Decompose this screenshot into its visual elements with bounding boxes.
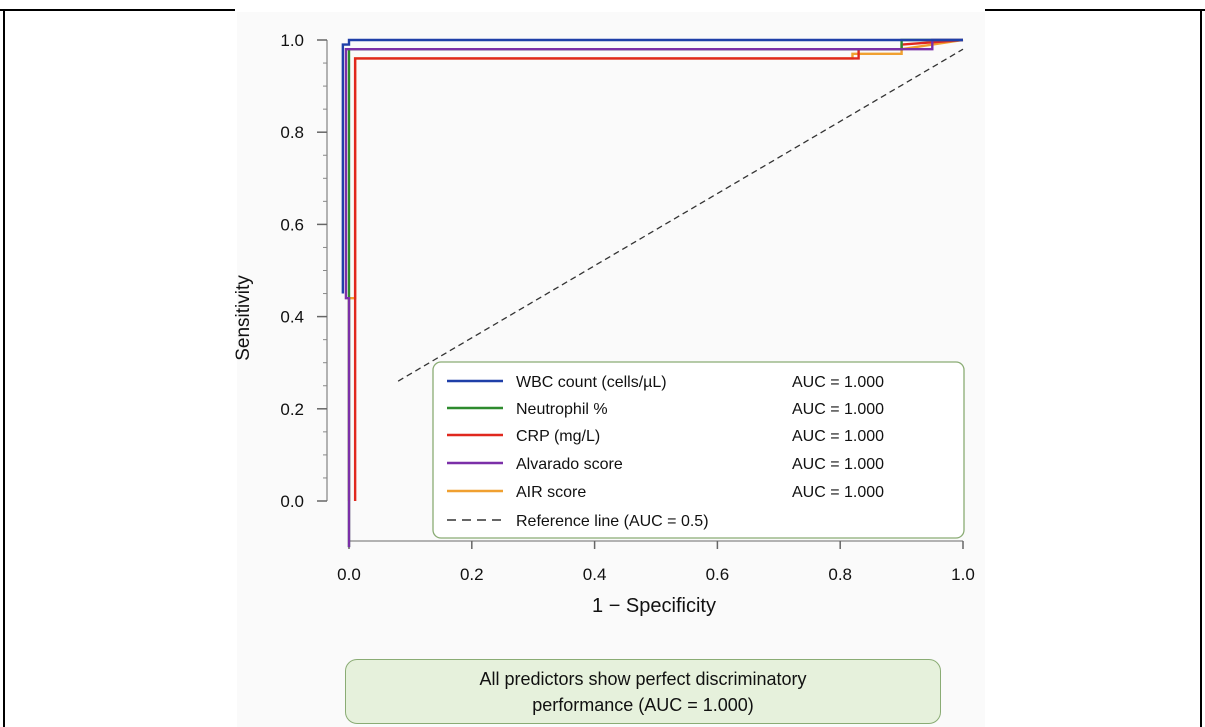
x-tick-label: 0.4 — [583, 565, 607, 584]
legend-label: AIR score — [516, 484, 586, 501]
legend-auc: AUC = 1.000 — [792, 484, 884, 501]
legend-auc: AUC = 1.000 — [792, 401, 884, 418]
frame-top-border — [0, 9, 235, 11]
y-tick-label: 1.0 — [280, 31, 304, 50]
reference-line — [397, 48, 964, 382]
y-tick-label: 0.8 — [280, 123, 304, 142]
legend-label: Reference line (AUC = 0.5) — [516, 513, 709, 530]
y-tick-label: 0.0 — [280, 492, 304, 511]
annotation-text: All predictors show perfect discriminato… — [479, 668, 807, 715]
x-tick-label: 0.2 — [460, 565, 484, 584]
legend-auc: AUC = 1.000 — [792, 456, 884, 473]
frame-top-border-right — [985, 9, 1205, 11]
legend-box — [432, 361, 965, 539]
x-axis-label: 1 − Specificity — [592, 595, 716, 617]
chart-legend: WBC count (cells/µL) AUC = 1.000 Neutrophi… — [432, 361, 965, 539]
legend-auc: AUC = 1.000 — [792, 428, 884, 445]
series-layer — [341, 38, 964, 548]
legend-label: WBC count (cells/µL) — [516, 374, 667, 391]
chart-ticks: 0.0 0.2 0.4 0.6 0.8 1.0 0.0 0.2 0.4 0.6 0.8 1.0 — [280, 31, 974, 584]
annotation-box: All predictors show perfect discriminato… — [345, 659, 941, 724]
x-tick-label: 0.8 — [828, 565, 852, 584]
x-tick-label: 0.6 — [706, 565, 730, 584]
legend-label: Neutrophil % — [516, 401, 608, 418]
y-axis-label: Sensitivity — [233, 275, 254, 361]
y-tick-label: 0.6 — [280, 215, 304, 234]
frame-left-border — [3, 9, 5, 727]
y-tick-label: 0.2 — [280, 400, 304, 419]
x-tick-label: 1.0 — [951, 565, 975, 584]
y-tick-label: 0.4 — [280, 308, 304, 327]
x-tick-label: 0.0 — [337, 565, 361, 584]
legend-label: Alvarado score — [516, 456, 623, 473]
series-line — [341, 38, 963, 294]
frame-right-border — [1200, 9, 1202, 727]
legend-label: CRP (mg/L) — [516, 428, 600, 445]
legend-auc: AUC = 1.000 — [792, 374, 884, 391]
